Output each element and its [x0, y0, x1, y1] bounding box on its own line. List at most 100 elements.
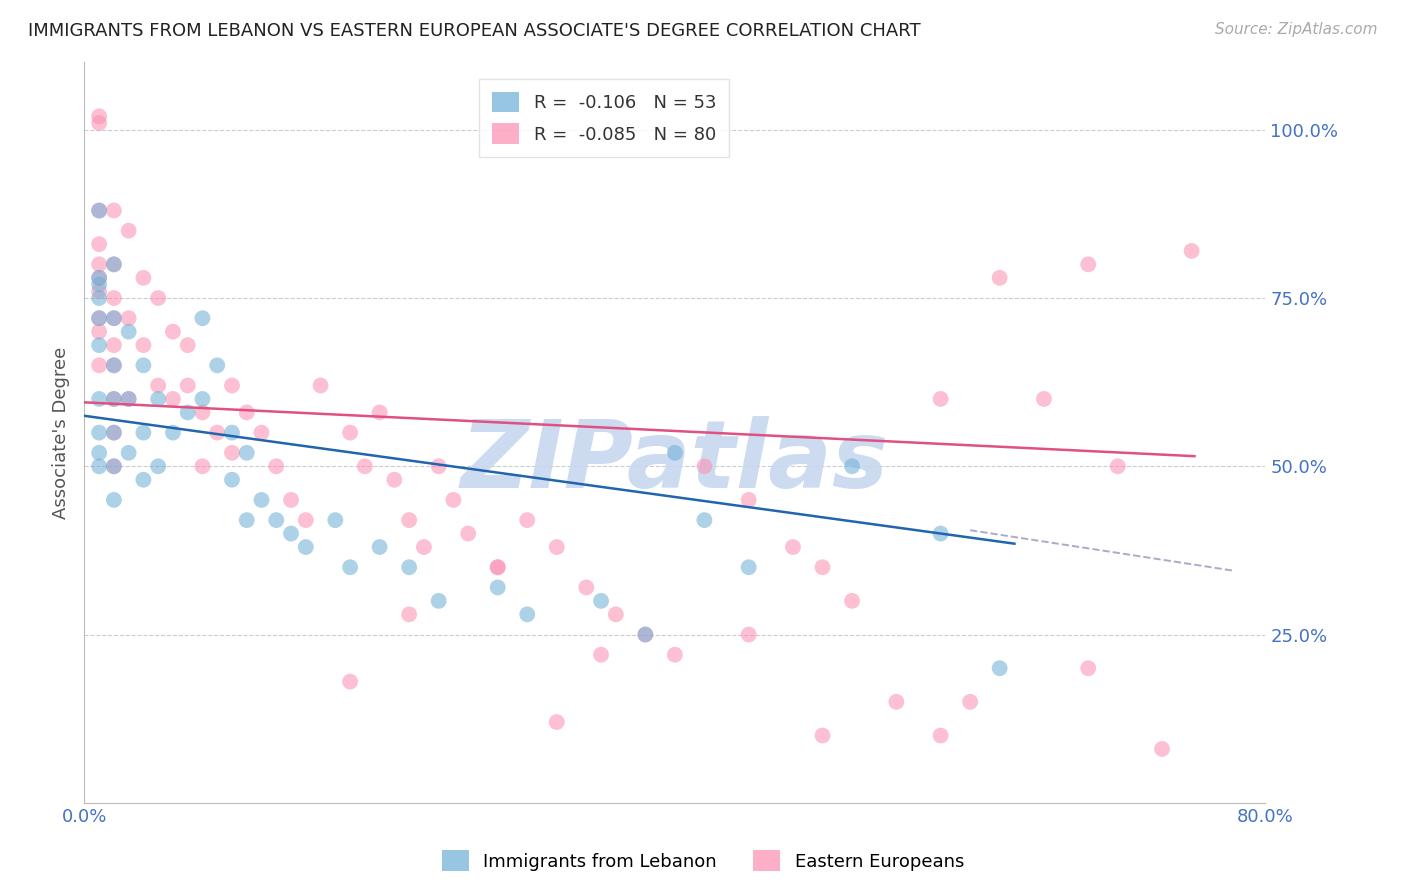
Point [693, 513, 716, 527]
Point [148, 392, 170, 406]
Point [191, 311, 214, 326]
Point [280, 492, 302, 507]
Point [841, 459, 863, 474]
Point [103, 425, 125, 440]
Point [886, 695, 908, 709]
Point [103, 257, 125, 271]
Point [103, 392, 125, 406]
Point [295, 540, 318, 554]
Point [398, 607, 420, 622]
Point [103, 311, 125, 326]
Point [87, 203, 111, 218]
Point [811, 560, 834, 574]
Point [339, 560, 361, 574]
Point [132, 425, 155, 440]
Point [591, 648, 613, 662]
Point [148, 378, 170, 392]
Point [693, 459, 716, 474]
Point [264, 513, 288, 527]
Point [87, 203, 111, 218]
Point [103, 392, 125, 406]
Point [132, 338, 155, 352]
Point [162, 325, 184, 339]
Point [87, 459, 111, 474]
Point [929, 729, 952, 743]
Point [177, 405, 200, 419]
Point [87, 270, 111, 285]
Point [162, 392, 184, 406]
Point [221, 473, 243, 487]
Point [738, 492, 761, 507]
Point [87, 257, 111, 271]
Point [280, 526, 302, 541]
Point [177, 378, 200, 392]
Point [250, 425, 273, 440]
Point [1107, 459, 1129, 474]
Point [87, 311, 111, 326]
Point [323, 513, 347, 527]
Point [118, 446, 141, 460]
Point [118, 325, 141, 339]
Point [427, 594, 450, 608]
Point [103, 359, 125, 373]
Point [413, 540, 436, 554]
Point [87, 311, 111, 326]
Point [546, 714, 568, 729]
Point [664, 446, 686, 460]
Point [132, 473, 155, 487]
Legend: R =  -0.106   N = 53, R =  -0.085   N = 80: R = -0.106 N = 53, R = -0.085 N = 80 [479, 78, 728, 157]
Point [103, 492, 125, 507]
Text: IMMIGRANTS FROM LEBANON VS EASTERN EUROPEAN ASSOCIATE'S DEGREE CORRELATION CHART: IMMIGRANTS FROM LEBANON VS EASTERN EUROP… [28, 22, 921, 40]
Point [87, 291, 111, 305]
Point [841, 594, 863, 608]
Point [148, 291, 170, 305]
Point [221, 446, 243, 460]
Point [87, 277, 111, 292]
Point [575, 581, 598, 595]
Point [486, 560, 509, 574]
Point [1032, 392, 1054, 406]
Point [546, 540, 568, 554]
Point [87, 109, 111, 123]
Point [605, 607, 627, 622]
Point [118, 224, 141, 238]
Point [398, 513, 420, 527]
Point [591, 594, 613, 608]
Point [664, 648, 686, 662]
Point [339, 674, 361, 689]
Point [1077, 661, 1099, 675]
Point [1077, 257, 1099, 271]
Text: ZIPatlas: ZIPatlas [461, 417, 889, 508]
Point [441, 492, 464, 507]
Point [221, 425, 243, 440]
Point [929, 526, 952, 541]
Point [339, 425, 361, 440]
Point [87, 425, 111, 440]
Point [132, 270, 155, 285]
Point [132, 359, 155, 373]
Point [368, 405, 391, 419]
Y-axis label: Associate's Degree: Associate's Degree [52, 346, 70, 519]
Point [148, 459, 170, 474]
Point [427, 459, 450, 474]
Point [103, 459, 125, 474]
Point [87, 392, 111, 406]
Point [87, 270, 111, 285]
Point [87, 446, 111, 460]
Point [959, 695, 981, 709]
Point [87, 116, 111, 130]
Point [988, 661, 1011, 675]
Point [103, 425, 125, 440]
Point [118, 392, 141, 406]
Point [811, 729, 834, 743]
Point [162, 425, 184, 440]
Point [398, 560, 420, 574]
Point [103, 459, 125, 474]
Point [516, 513, 538, 527]
Point [295, 513, 318, 527]
Point [87, 237, 111, 252]
Point [177, 338, 200, 352]
Point [191, 459, 214, 474]
Point [87, 338, 111, 352]
Point [250, 492, 273, 507]
